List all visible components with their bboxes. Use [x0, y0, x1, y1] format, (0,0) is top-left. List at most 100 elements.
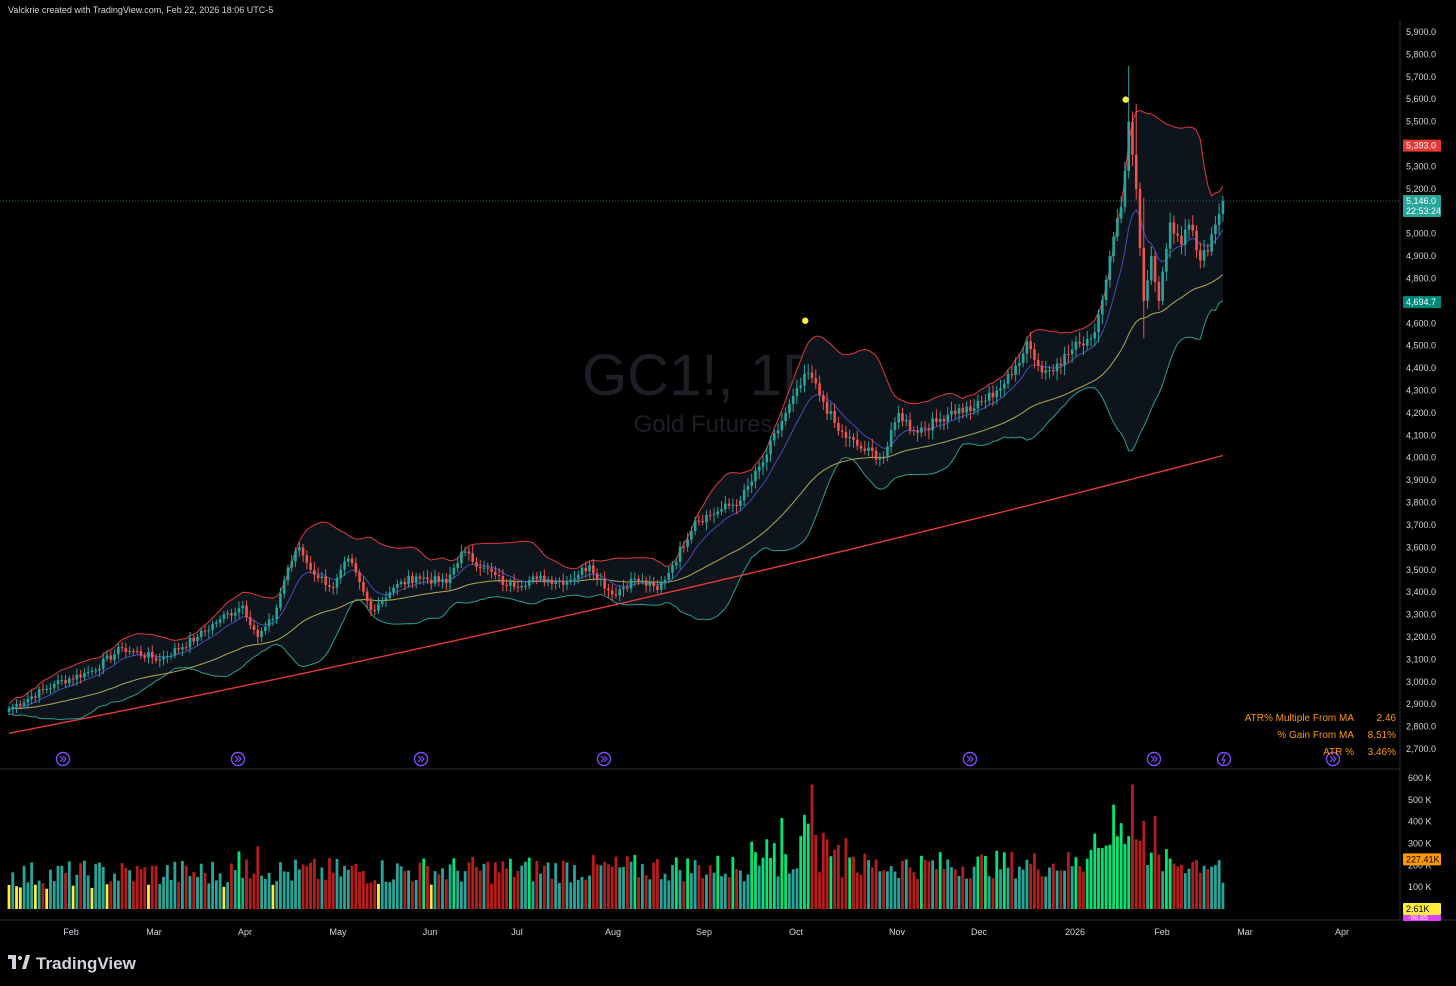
- candle-body: [324, 576, 327, 586]
- candle-body: [396, 584, 399, 588]
- candle-body: [264, 626, 267, 631]
- volume-bar: [132, 881, 135, 909]
- band-fill-layer: [9, 110, 1223, 720]
- candle-body: [1172, 222, 1176, 234]
- volume-bar: [633, 854, 637, 909]
- volume-bar: [818, 872, 821, 909]
- volume-bar: [181, 860, 184, 909]
- volume-bar: [1127, 836, 1131, 909]
- volume-bar: [241, 877, 245, 909]
- candle-body: [558, 580, 561, 583]
- candle: [773, 429, 776, 447]
- candle-body: [1059, 363, 1063, 366]
- forward-arrow-icon[interactable]: [962, 751, 978, 767]
- volume-bar: [984, 855, 987, 909]
- volume-bar: [1142, 820, 1146, 909]
- candle-body: [1112, 236, 1115, 257]
- candle: [599, 572, 603, 587]
- candle-body: [445, 578, 448, 584]
- candle-body: [41, 689, 45, 691]
- tradingview-footer[interactable]: TradingView: [8, 953, 136, 975]
- forward-arrow-icon[interactable]: [55, 751, 71, 767]
- stat-row: ATR% Multiple From MA 2.46: [1236, 710, 1396, 727]
- volume-bar: [761, 857, 765, 909]
- volume-bar: [750, 841, 754, 909]
- candle: [335, 574, 339, 595]
- volume-bar: [901, 860, 904, 909]
- candle: [833, 403, 836, 429]
- time-tick-label: Oct: [789, 927, 804, 937]
- event-icons[interactable]: [55, 751, 1341, 767]
- price-tick-label: 3,600.0: [1406, 542, 1436, 552]
- time-tick-label: Aug: [605, 927, 621, 937]
- candle-body: [697, 520, 701, 522]
- arrow-glyph: [966, 755, 974, 763]
- candle: [848, 429, 852, 447]
- price-tick-label: 3,400.0: [1406, 587, 1436, 597]
- candle-body: [690, 531, 693, 540]
- candle: [1131, 111, 1134, 167]
- candle: [75, 668, 79, 686]
- volume-bar: [878, 871, 882, 909]
- volume-bar: [165, 865, 169, 909]
- candle-body: [844, 432, 848, 439]
- candle: [45, 684, 48, 694]
- candle-body: [871, 447, 874, 451]
- forward-arrow-icon[interactable]: [1146, 751, 1162, 767]
- volume-bar: [682, 881, 686, 909]
- volume-bar: [177, 881, 181, 909]
- volume-bar: [946, 859, 950, 909]
- candle: [1161, 266, 1164, 306]
- candle-body: [313, 569, 316, 575]
- forward-arrow-icon[interactable]: [230, 751, 246, 767]
- candle: [527, 575, 531, 590]
- candle: [610, 584, 614, 601]
- forward-arrow-icon[interactable]: [1325, 751, 1341, 767]
- forward-arrow-icon[interactable]: [596, 751, 612, 767]
- candle-body: [505, 584, 508, 586]
- candle-body: [452, 567, 456, 575]
- candle-body: [37, 689, 41, 698]
- price-chart[interactable]: GC1!, 1D Gold Futures 5,900.0 5,800.0 5,70…: [0, 0, 1456, 942]
- event-icon-ring: [1146, 751, 1162, 767]
- volume-bar: [546, 862, 550, 909]
- volume-bar: [509, 858, 512, 909]
- forward-arrow-icon[interactable]: [413, 751, 429, 767]
- candle-body: [109, 655, 113, 660]
- volume-bar: [995, 850, 999, 909]
- fast-ma-line: [8, 208, 1224, 710]
- volume-bar: [380, 860, 384, 909]
- volume-bar: [923, 859, 927, 909]
- volume-bar: [1138, 840, 1142, 909]
- volume-bar: [727, 877, 731, 909]
- candle: [535, 572, 539, 585]
- candle: [592, 558, 595, 581]
- volume-bar: [1149, 852, 1153, 909]
- markers-layer: [802, 96, 1129, 324]
- volume-bar: [637, 877, 640, 909]
- volume-bar: [991, 878, 995, 909]
- candle: [105, 650, 109, 662]
- volume-bar: [267, 872, 271, 909]
- volume-bar: [942, 868, 946, 909]
- candle-body: [512, 581, 516, 587]
- candle: [196, 633, 199, 646]
- candle: [433, 569, 437, 587]
- candle: [810, 365, 814, 384]
- volume-bar: [701, 878, 705, 909]
- volume-bar: [173, 861, 177, 909]
- candle: [840, 424, 844, 439]
- candle: [889, 421, 893, 454]
- time-axis-labels: Feb Mar Apr May Jun Jul Aug Sep Oct Nov Dec 2026 Feb…: [63, 927, 1349, 937]
- volume-bar: [218, 873, 222, 909]
- candle-body: [184, 647, 188, 649]
- volume-bar: [150, 865, 154, 909]
- volume-bar: [377, 883, 380, 909]
- candle: [380, 596, 384, 608]
- volume-bar: [874, 859, 878, 909]
- volume-bar: [384, 881, 388, 909]
- candle: [154, 654, 158, 664]
- time-tick-label: Feb: [1154, 927, 1170, 937]
- volume-bar: [358, 872, 362, 909]
- lightning-icon[interactable]: [1216, 751, 1232, 767]
